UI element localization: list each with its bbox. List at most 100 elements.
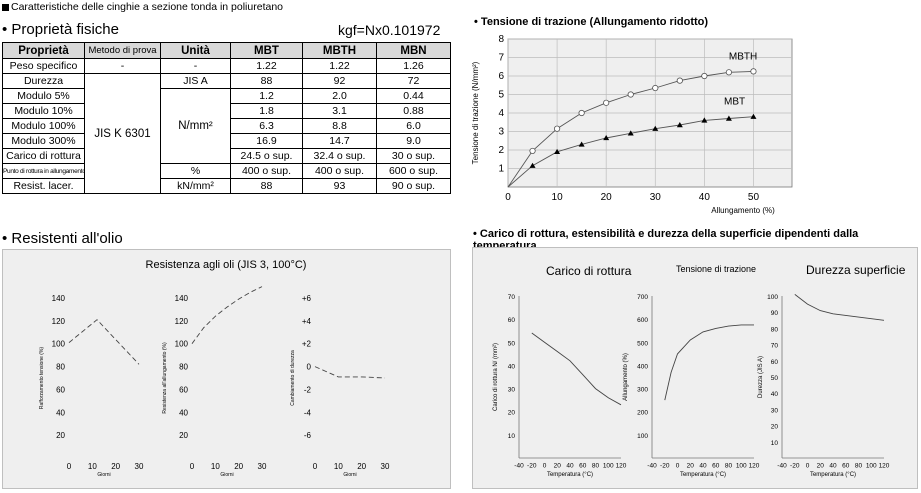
col-header-property: Proprietà <box>2 42 85 59</box>
props-section-title: • Proprietà fisiche <box>2 21 119 38</box>
temp2-y-tick-label: 300 <box>637 387 648 394</box>
temp1-x-axis-label: Temperatura (°C) <box>547 472 593 478</box>
oil1-y-tick-label: 140 <box>52 294 66 303</box>
oil-section-title: • Resistenti all'olio <box>2 230 123 247</box>
oil-panel-title: Resistenza agli oli (JIS 3, 100°C) <box>145 259 307 271</box>
tensile-x-tick-label: 0 <box>505 192 511 203</box>
temp3-y-tick-label: 50 <box>771 375 779 382</box>
temp2-x-tick-label: 80 <box>725 463 733 470</box>
oil2-y-tick-label: 60 <box>179 385 188 394</box>
oil3-x-tick-label: 30 <box>381 462 390 471</box>
tensile-y-axis-label: Tensione di trazione (N/mm²) <box>471 61 480 164</box>
row-mbn: 30 o sup. <box>376 148 451 164</box>
oil3-y-tick-label: -6 <box>304 431 312 440</box>
oil1-x-tick-label: 20 <box>111 462 120 471</box>
oil1-y-tick-label: 20 <box>56 431 65 440</box>
tensile-point-mbth <box>578 109 585 117</box>
temp3-x-tick-label: 120 <box>879 463 890 470</box>
temp1-x-tick-label: 0 <box>543 463 547 470</box>
tensile-x-tick-label: 20 <box>601 192 613 203</box>
oil3-y-tick-label: -2 <box>304 385 312 394</box>
tensile-y-tick-label: 1 <box>498 164 504 175</box>
temp1-x-tick-label: 120 <box>616 463 627 470</box>
tensile-point-mbth <box>529 147 536 155</box>
row-property: Resist. lacer. <box>2 178 85 194</box>
tensile-point-mbt <box>627 130 634 136</box>
oil3-y-tick-label: +4 <box>302 317 312 326</box>
temp3-x-tick-label: -20 <box>790 463 800 470</box>
table-row: Modulo 300% 16.9 14.7 9.0 <box>2 133 451 149</box>
tensile-point-mbt <box>701 117 708 123</box>
oil3-y-tick-label: +6 <box>302 294 312 303</box>
oil-section-title-text: Resistenti all'olio <box>11 230 123 247</box>
temp1-x-tick-label: 20 <box>554 463 562 470</box>
temp3-y-tick-label: 100 <box>767 294 778 301</box>
temp3-x-tick-label: 0 <box>806 463 810 470</box>
oil3-y-tick-label: +2 <box>302 340 312 349</box>
row-mbth: 2.0 <box>302 88 377 104</box>
tensile-point-mbth <box>725 69 733 76</box>
oil1-y-tick-label: 40 <box>56 408 65 417</box>
row-mbt: 88 <box>230 178 303 194</box>
temp3-y-tick-label: 80 <box>771 326 779 333</box>
temp3-x-tick-label: 60 <box>842 463 850 470</box>
temp3-x-tick-label: 40 <box>829 463 837 470</box>
oil2-y-axis-label: Resistenza all'allungamento (%) <box>162 342 168 414</box>
tensile-point-mbt <box>652 125 659 131</box>
tensile-point-mbt <box>676 122 683 128</box>
temp2-y-tick-label: 600 <box>637 317 648 324</box>
oil1-y-tick-label: 80 <box>56 363 65 372</box>
temp3-y-tick-label: 10 <box>771 440 779 447</box>
temp1-x-tick-label: -20 <box>527 463 537 470</box>
col-header-mbt: MBT <box>230 42 303 59</box>
oil1-y-tick-label: 100 <box>52 340 66 349</box>
col-header-mbth: MBTH <box>302 42 377 59</box>
oil1-x-tick-label: 10 <box>88 462 97 471</box>
row-property: Peso specifico <box>2 58 85 74</box>
temp2-x-tick-label: 0 <box>676 463 680 470</box>
properties-table: Proprietà Metodo di prova Unità MBT MBTH… <box>2 42 451 194</box>
tensile-x-tick-label: 50 <box>748 192 760 203</box>
oil2-y-tick-label: 80 <box>179 363 188 372</box>
tensile-y-tick-label: 6 <box>498 71 504 82</box>
oil1-x-axis-label: Giorni <box>97 472 110 478</box>
tensile-y-tick-label: 2 <box>498 145 504 156</box>
temp2-x-tick-label: -40 <box>647 463 657 470</box>
tensile-legend-mbth: MBTH <box>729 51 757 62</box>
table-row: Modulo 100% 6.3 8.8 6.0 <box>2 118 451 134</box>
temp1-x-tick-label: 40 <box>566 463 574 470</box>
row-mbt: 24.5 o sup. <box>230 148 303 164</box>
tensile-legend-mbt: MBT <box>724 97 745 108</box>
temp2-y-tick-label: 400 <box>637 363 648 370</box>
table-row: Punto di rottura in allungamento % 400 o… <box>2 163 451 179</box>
oil2-y-tick-label: 120 <box>175 317 189 326</box>
oil3-y-axis-label: Cambiamento di durezza <box>290 350 296 406</box>
tensile-x-axis-label: Allungamento (%) <box>711 206 775 215</box>
tensile-point-mbth <box>603 99 610 106</box>
temp2-y-tick-label: 100 <box>637 433 648 440</box>
col-header-unit: Unità <box>160 42 231 59</box>
temp2-x-tick-label: 20 <box>687 463 695 470</box>
table-row: Modulo 5% N/mm² 1.2 2.0 0.44 <box>2 88 451 164</box>
oil3-series-line-0 <box>314 366 386 379</box>
tensile-chart-title-text: Tensione di trazione (Allungamento ridot… <box>480 16 709 28</box>
table-header-row: Proprietà Metodo di prova Unità MBT MBTH… <box>2 42 451 59</box>
tensile-point-mbt <box>750 113 757 119</box>
tensile-chart-title: • Tensione di trazione (Allungamento rid… <box>474 16 709 28</box>
temp3-y-tick-label: 30 <box>771 407 779 414</box>
oil2-x-tick-label: 10 <box>211 462 220 471</box>
tensile-point-mbth <box>627 91 634 98</box>
temp3-y-tick-label: 90 <box>771 310 779 317</box>
oil2-x-tick-label: 30 <box>258 462 267 471</box>
temp3-y-tick-label: 40 <box>771 391 779 398</box>
tensile-x-tick-label: 40 <box>699 192 711 203</box>
row-property: Modulo 5% <box>2 88 85 104</box>
tensile-x-tick-label: 10 <box>552 192 564 203</box>
row-unit: kN/mm² <box>160 178 231 194</box>
col-header-method: Metodo di prova <box>84 42 161 59</box>
temp1-series-line-0 <box>531 332 622 406</box>
tensile-point-mbt <box>603 134 610 141</box>
temp3-x-axis-label: Temperatura (°C) <box>810 472 856 478</box>
temp-sub-title-1: Carico di rottura <box>546 264 632 278</box>
